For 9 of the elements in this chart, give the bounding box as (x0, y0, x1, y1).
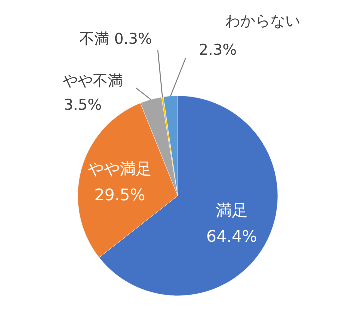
slice-label: わからない (226, 12, 300, 30)
slice-label: 不満 0.3% (80, 30, 152, 48)
slice-label: やや不満 (63, 72, 123, 90)
data-label: 29.5% (94, 186, 146, 205)
data-label: 2.3% (198, 41, 238, 59)
slice-label: 満足 (216, 201, 248, 220)
data-label: 64.4% (206, 227, 258, 246)
data-label: 3.5% (64, 96, 102, 114)
slice-label: やや満足 (88, 160, 152, 179)
